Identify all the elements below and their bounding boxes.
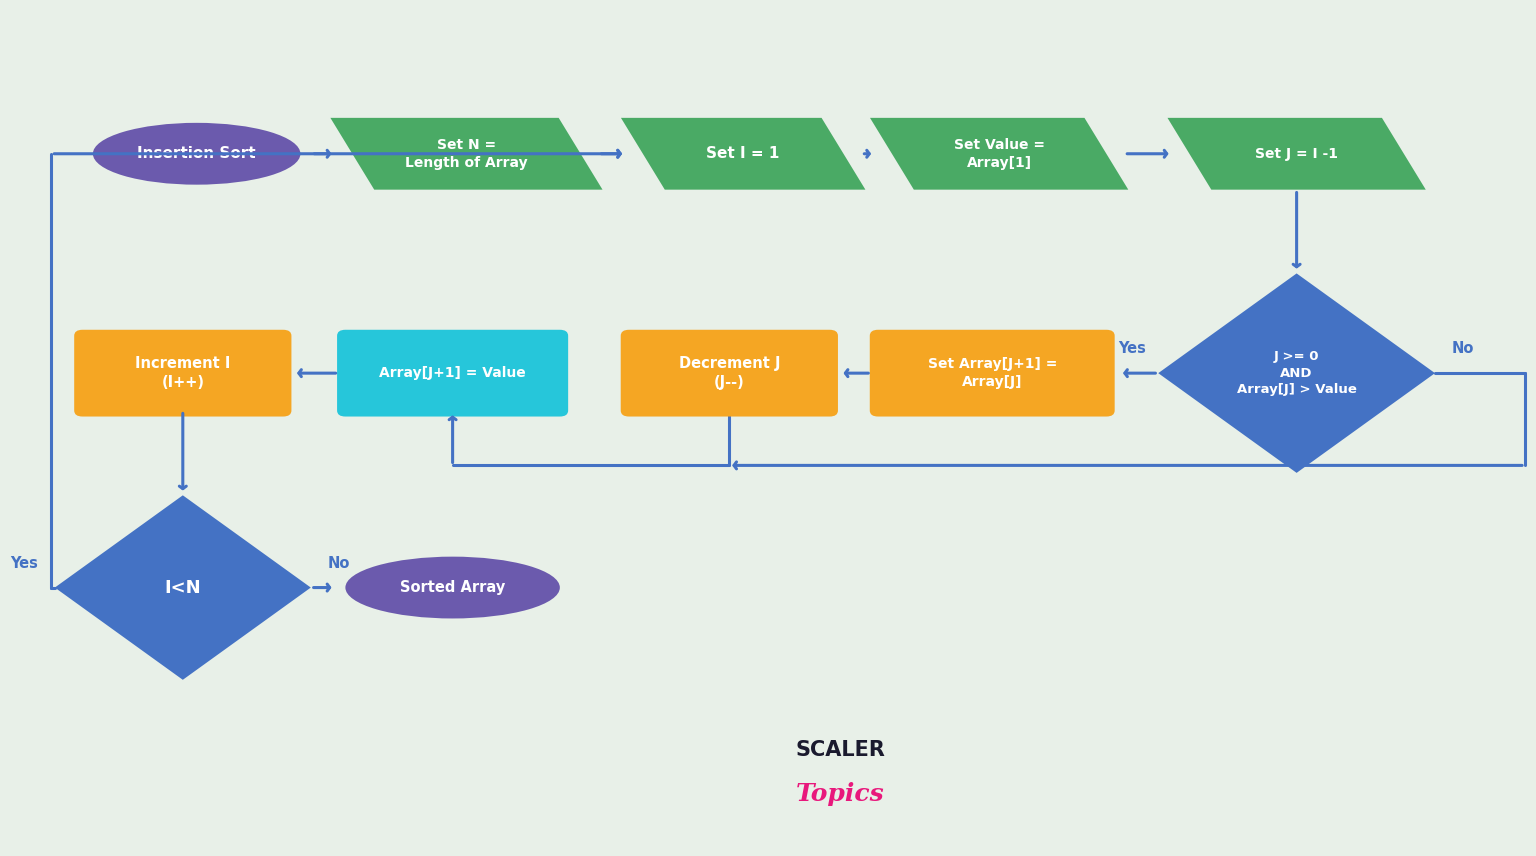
Text: Yes: Yes — [1118, 342, 1146, 356]
FancyBboxPatch shape — [74, 330, 292, 417]
Text: SCALER: SCALER — [796, 740, 885, 760]
Text: Topics: Topics — [796, 782, 885, 806]
Text: Insertion Sort: Insertion Sort — [137, 146, 257, 161]
Text: No: No — [327, 556, 350, 571]
Text: Set I = 1: Set I = 1 — [707, 146, 780, 161]
Text: Sorted Array: Sorted Array — [399, 580, 505, 595]
Text: Increment I
(I++): Increment I (I++) — [135, 356, 230, 390]
Polygon shape — [1158, 273, 1435, 473]
Ellipse shape — [346, 556, 559, 619]
Text: Set Value =
Array[1]: Set Value = Array[1] — [954, 138, 1044, 169]
Polygon shape — [869, 118, 1129, 190]
Text: Decrement J
(J--): Decrement J (J--) — [679, 356, 780, 390]
Text: Set N =
Length of Array: Set N = Length of Array — [406, 138, 528, 169]
Text: Set J = I -1: Set J = I -1 — [1255, 146, 1338, 161]
Polygon shape — [1167, 118, 1425, 190]
Polygon shape — [621, 118, 865, 190]
FancyBboxPatch shape — [336, 330, 568, 417]
Text: I<N: I<N — [164, 579, 201, 597]
Ellipse shape — [92, 123, 301, 185]
Polygon shape — [330, 118, 602, 190]
FancyBboxPatch shape — [869, 330, 1115, 417]
Text: J >= 0
AND
Array[J] > Value: J >= 0 AND Array[J] > Value — [1236, 350, 1356, 396]
Polygon shape — [55, 496, 310, 680]
Text: No: No — [1452, 342, 1475, 356]
Text: Yes: Yes — [11, 556, 38, 571]
Text: Array[J+1] = Value: Array[J+1] = Value — [379, 366, 525, 380]
FancyBboxPatch shape — [621, 330, 839, 417]
Text: Set Array[J+1] =
Array[J]: Set Array[J+1] = Array[J] — [928, 357, 1057, 389]
